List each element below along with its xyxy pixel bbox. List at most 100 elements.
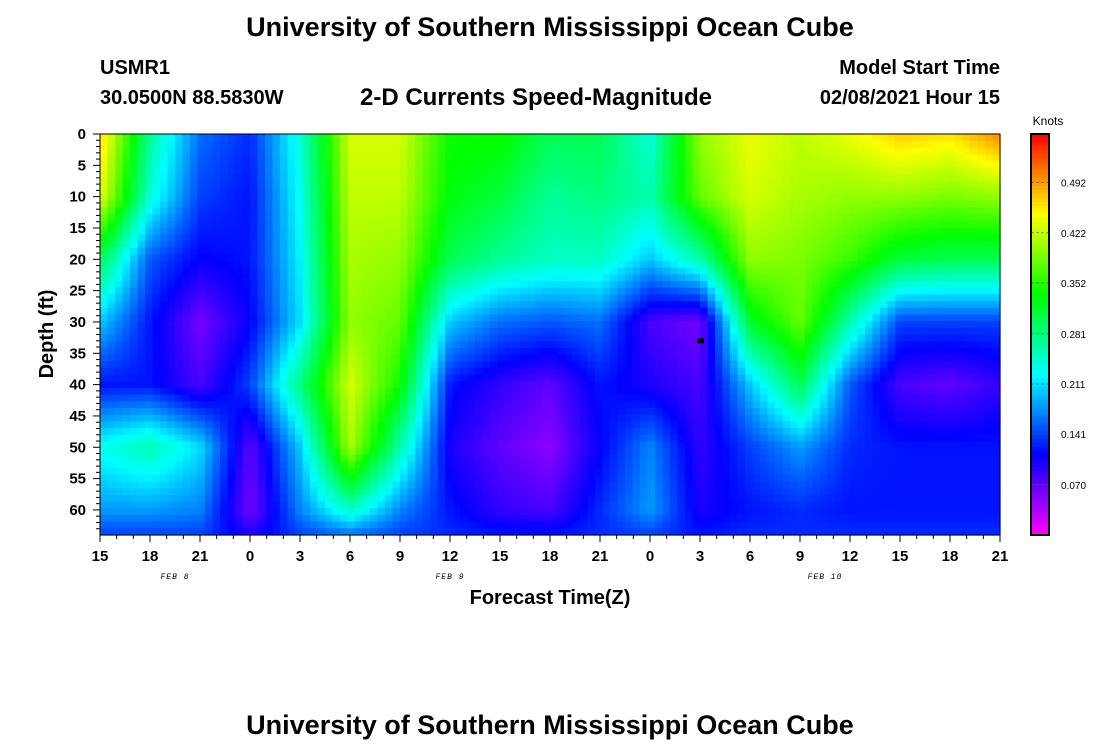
heatmap-cell xyxy=(797,214,806,222)
heatmap-cell xyxy=(295,341,304,349)
heatmap-cell xyxy=(835,140,844,148)
heatmap-cell xyxy=(692,260,701,269)
heatmap-cell xyxy=(640,267,649,275)
heatmap-cell xyxy=(370,140,379,148)
heatmap-cell xyxy=(617,394,626,402)
heatmap-cell xyxy=(700,287,709,295)
heatmap-cell xyxy=(490,220,499,229)
heatmap-cell xyxy=(827,154,836,162)
heatmap-cell xyxy=(490,207,499,215)
heatmap-cell xyxy=(190,394,199,402)
heatmap-cell xyxy=(332,254,341,262)
heatmap-cell xyxy=(242,234,251,242)
heatmap-cell xyxy=(310,307,319,316)
heatmap-cell xyxy=(902,140,911,148)
heatmap-cell xyxy=(640,361,649,369)
heatmap-cell xyxy=(617,247,626,255)
heatmap-cell xyxy=(737,140,746,148)
heatmap-cell xyxy=(692,247,701,255)
heatmap-cell xyxy=(955,260,964,269)
heatmap-cell xyxy=(722,354,731,362)
heatmap-cell xyxy=(182,281,191,289)
heatmap-cell xyxy=(985,200,994,209)
heatmap-cell xyxy=(805,260,814,269)
heatmap-cell xyxy=(910,281,919,289)
heatmap-cell xyxy=(805,341,814,349)
heatmap-cell xyxy=(452,167,461,175)
heatmap-cell xyxy=(340,147,349,155)
heatmap-cell xyxy=(197,247,206,255)
heatmap-cell xyxy=(460,387,469,396)
heatmap-cell xyxy=(887,167,896,175)
heatmap-cell xyxy=(632,254,641,262)
heatmap-cell xyxy=(737,287,746,295)
heatmap-cell xyxy=(970,227,979,235)
heatmap-cell xyxy=(377,327,386,336)
heatmap-cell xyxy=(250,160,259,169)
heatmap-cell xyxy=(332,294,341,302)
heatmap-cell xyxy=(842,267,851,275)
heatmap-cell xyxy=(520,214,529,222)
heatmap-cell xyxy=(370,167,379,175)
heatmap-cell xyxy=(797,294,806,302)
heatmap-cell xyxy=(265,194,274,202)
heatmap-cell xyxy=(295,220,304,229)
heatmap-cell xyxy=(542,307,551,316)
heatmap-cell xyxy=(595,220,604,229)
heatmap-cell xyxy=(205,167,214,175)
heatmap-cell xyxy=(332,347,341,356)
heatmap-cell xyxy=(310,214,319,222)
heatmap-cell xyxy=(827,334,836,342)
heatmap-cell xyxy=(730,381,739,389)
heatmap-cell xyxy=(602,354,611,362)
heatmap-cell xyxy=(122,194,131,202)
heatmap-cell xyxy=(805,387,814,396)
heatmap-cell xyxy=(152,134,161,142)
heatmap-cell xyxy=(962,307,971,316)
heatmap-cell xyxy=(505,267,514,275)
heatmap-cell xyxy=(677,294,686,302)
heatmap-cell xyxy=(355,180,364,189)
heatmap-cell xyxy=(220,394,229,402)
heatmap-cell xyxy=(392,140,401,148)
heatmap-cell xyxy=(190,174,199,182)
heatmap-cell xyxy=(212,374,221,382)
heatmap-cell xyxy=(985,227,994,235)
heatmap-cell xyxy=(167,154,176,162)
heatmap-cell xyxy=(280,281,289,289)
heatmap-cell xyxy=(340,408,349,416)
heatmap-cell xyxy=(437,287,446,295)
heatmap-cell xyxy=(505,274,514,282)
heatmap-cell xyxy=(557,160,566,169)
heatmap-cell xyxy=(182,227,191,235)
heatmap-cell xyxy=(587,347,596,356)
heatmap-cell xyxy=(872,214,881,222)
heatmap-cell xyxy=(902,200,911,209)
heatmap-cell xyxy=(640,160,649,169)
heatmap-cell xyxy=(677,401,686,409)
heatmap-cell xyxy=(677,214,686,222)
heatmap-cell xyxy=(430,214,439,222)
heatmap-cell xyxy=(145,361,154,369)
heatmap-cell xyxy=(370,147,379,155)
heatmap-cell xyxy=(887,187,896,195)
heatmap-cell xyxy=(220,361,229,369)
heatmap-cell xyxy=(887,301,896,309)
heatmap-cell xyxy=(362,147,371,155)
heatmap-cell xyxy=(415,408,424,416)
heatmap-cell xyxy=(775,321,784,329)
heatmap-cell xyxy=(820,367,829,376)
heatmap-cell xyxy=(415,214,424,222)
heatmap-cell xyxy=(775,194,784,202)
heatmap-cell xyxy=(970,240,979,249)
heatmap-cell xyxy=(805,174,814,182)
heatmap-cell xyxy=(302,287,311,295)
heatmap-cell xyxy=(700,294,709,302)
heatmap-cell xyxy=(595,287,604,295)
heatmap-cell xyxy=(505,301,514,309)
heatmap-cell xyxy=(685,354,694,362)
heatmap-cell xyxy=(805,314,814,322)
heatmap-cell xyxy=(850,207,859,215)
heatmap-cell xyxy=(745,220,754,229)
heatmap-cell xyxy=(242,294,251,302)
